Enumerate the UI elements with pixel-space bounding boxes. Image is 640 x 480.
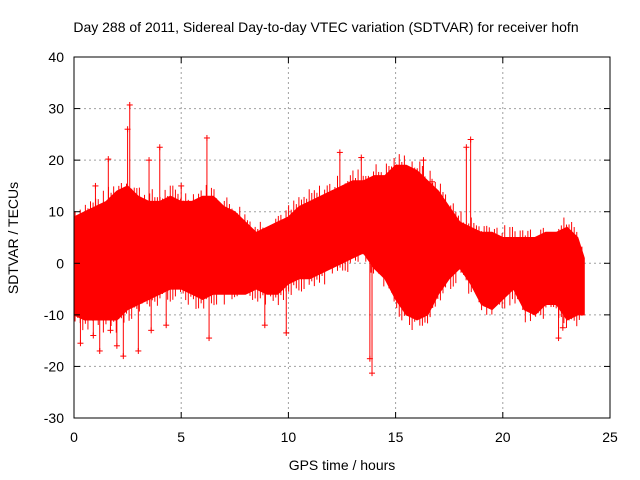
- x-tick-label: 0: [70, 429, 78, 445]
- outlier-point: [559, 313, 566, 331]
- outlier-point: [463, 144, 470, 226]
- x-tick-label: 25: [602, 429, 618, 445]
- outlier-point: [163, 291, 170, 329]
- y-axis-label: SDTVAR / TECUs: [5, 182, 21, 294]
- y-tick-label: 40: [48, 49, 64, 65]
- outlier-point: [203, 134, 210, 197]
- outlier-point: [113, 320, 120, 349]
- x-tick-label: 15: [388, 429, 404, 445]
- outlier-point: [429, 178, 436, 185]
- outlier-point: [261, 293, 268, 329]
- y-tick-label: 20: [48, 152, 64, 168]
- x-axis-label: GPS time / hours: [289, 457, 396, 473]
- outlier-point: [96, 320, 103, 354]
- outlier-point: [126, 101, 133, 188]
- outlier-point: [178, 182, 185, 202]
- outlier-point: [555, 307, 562, 342]
- outlier-point: [420, 157, 427, 177]
- outlier-point: [92, 182, 99, 207]
- outlier-point: [358, 154, 365, 181]
- outlier-point: [120, 313, 127, 360]
- x-tick-label: 5: [177, 429, 185, 445]
- outlier-point: [90, 320, 97, 339]
- y-tick-label: 10: [48, 204, 64, 220]
- y-tick-label: -10: [44, 307, 64, 323]
- y-tick-label: -30: [44, 410, 64, 426]
- data-envelope: [73, 154, 585, 333]
- outlier-point: [148, 298, 155, 334]
- outlier-point: [105, 156, 112, 200]
- outlier-point: [146, 157, 153, 202]
- plot-frame: [73, 56, 611, 419]
- outlier-point: [135, 304, 142, 354]
- y-tick-label: 30: [48, 101, 64, 117]
- outlier-point: [107, 320, 114, 334]
- axis-ticks: 0 5 10 15 20 25 -30 -20 -10 0 10 20 30 40: [44, 49, 618, 445]
- data-points: [77, 101, 566, 377]
- outlier-point: [467, 136, 474, 228]
- x-tick-label: 10: [281, 429, 297, 445]
- y-tick-label: -20: [44, 358, 64, 374]
- outlier-point: [77, 317, 84, 347]
- outlier-point: [206, 296, 213, 342]
- outlier-point: [336, 149, 343, 187]
- outlier-point: [283, 285, 290, 336]
- chart-title: Day 288 of 2011, Sidereal Day-to-day VTE…: [73, 19, 578, 35]
- outlier-point: [369, 265, 376, 377]
- outlier-point: [156, 144, 163, 202]
- y-tick-label: 0: [56, 255, 64, 271]
- x-tick-label: 20: [495, 429, 511, 445]
